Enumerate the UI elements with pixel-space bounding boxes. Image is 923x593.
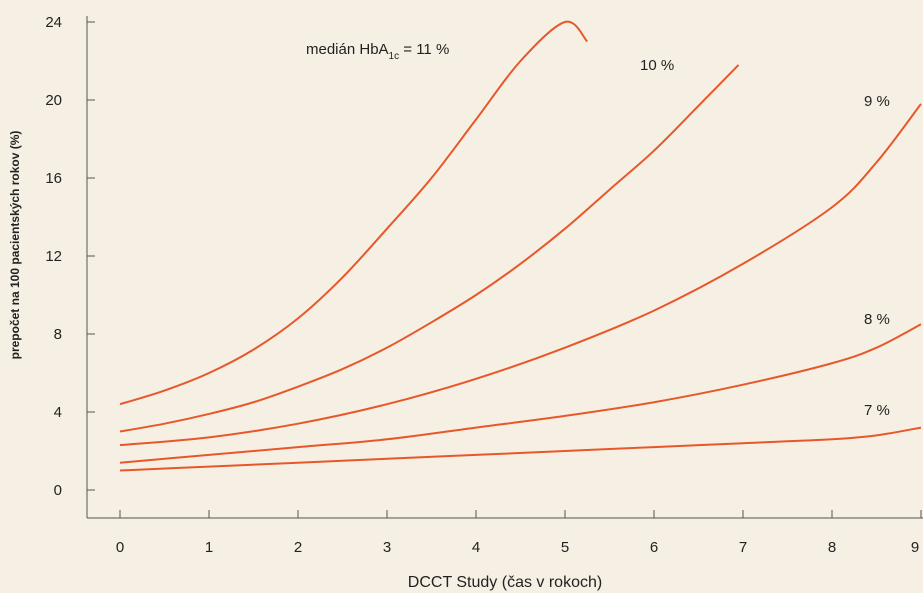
x-axis-title: DCCT Study (čas v rokoch) <box>408 574 602 591</box>
x-tick-label: 5 <box>561 539 569 556</box>
series-lines <box>119 20 922 472</box>
series-line-11 <box>119 20 589 406</box>
y-tick-label: 8 <box>54 326 62 343</box>
y-axis-title: prepočet na 100 pacientských rokov (%) <box>8 131 22 360</box>
series-label-10: 10 % <box>640 57 674 74</box>
x-tick-label: 4 <box>472 539 480 556</box>
y-tick-label: 4 <box>54 404 62 421</box>
x-tick-label: 3 <box>383 539 391 556</box>
x-tick-label: 1 <box>205 539 213 556</box>
y-tick-label: 24 <box>45 14 62 31</box>
y-ticks: 0 4 8 12 16 20 24 <box>45 14 95 499</box>
y-tick-label: 12 <box>45 248 62 265</box>
label-11-prefix: medián HbA <box>306 41 389 58</box>
series-labels: medián HbA1c = 11 % 10 % 9 % 8 % 7 % <box>306 41 890 419</box>
series-label-11: medián HbA1c = 11 % <box>306 41 449 62</box>
series-line-9 <box>119 103 922 447</box>
series-label-7: 7 % <box>864 402 890 419</box>
x-tick-label: 6 <box>650 539 658 556</box>
label-11-suffix: = 11 % <box>399 41 449 58</box>
y-tick-label: 16 <box>45 170 62 187</box>
x-tick-label: 2 <box>294 539 302 556</box>
series-line-10 <box>119 64 740 433</box>
label-11-subscript: 1c <box>389 51 400 62</box>
y-tick-label: 20 <box>45 92 62 109</box>
series-line-8 <box>119 323 922 464</box>
series-line-7 <box>119 426 922 472</box>
x-tick-label: 0 <box>116 539 124 556</box>
x-tick-label: 9 <box>911 539 919 556</box>
y-tick-label: 0 <box>54 482 62 499</box>
x-tick-label: 8 <box>828 539 836 556</box>
x-ticks: 0 1 2 3 4 5 6 7 8 9 <box>116 510 922 556</box>
series-label-8: 8 % <box>864 311 890 328</box>
x-tick-label: 7 <box>739 539 747 556</box>
series-label-9: 9 % <box>864 93 890 110</box>
